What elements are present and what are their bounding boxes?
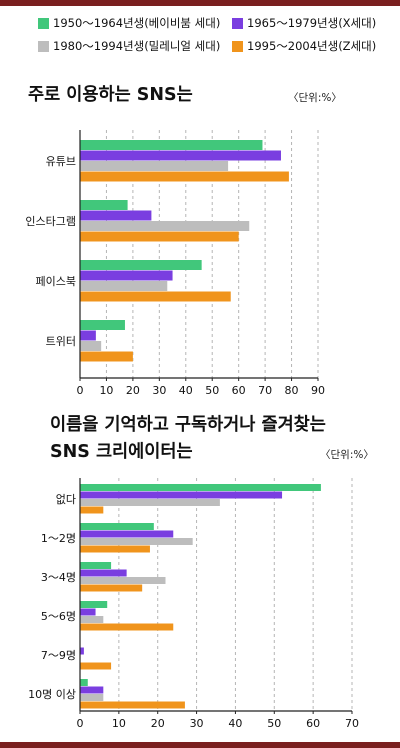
bottom-rule bbox=[0, 742, 400, 748]
legend-swatch-genz bbox=[232, 40, 243, 52]
chart2-bar-5-0 bbox=[80, 679, 88, 686]
chart2-bar-0-0 bbox=[80, 484, 321, 491]
top-rule bbox=[0, 0, 400, 6]
chart1-unit: 〈단위:%〉 bbox=[288, 92, 342, 104]
chart1-tick-label-90: 90 bbox=[311, 384, 325, 397]
legend-label-boomer: 1950～1964년생(베이비붐 세대) bbox=[53, 16, 221, 30]
legend-item-genx: 1965～1979년생(X세대) bbox=[232, 15, 376, 31]
chart1-tick-label-60: 60 bbox=[232, 384, 246, 397]
legend-swatch-millennial bbox=[38, 40, 49, 52]
chart2-unit: 〈단위:%〉 bbox=[320, 449, 374, 461]
chart1-category-label-1: 인스타그램 bbox=[25, 215, 76, 228]
chart2-bar-5-3 bbox=[80, 701, 185, 709]
chart2-category-label-3: 5～6명 bbox=[41, 610, 76, 623]
chart2-bar-3-3 bbox=[80, 623, 174, 631]
chart2-bar-1-2 bbox=[80, 538, 193, 545]
legend-swatch-boomer bbox=[38, 17, 49, 29]
chart1-bar-1-2 bbox=[80, 221, 250, 231]
chart2-tick-label-40: 40 bbox=[228, 717, 242, 730]
chart2-bar-1-1 bbox=[80, 530, 174, 538]
chart1-bar-3-0 bbox=[80, 320, 125, 330]
chart2-category-label-0: 없다 bbox=[56, 493, 76, 506]
chart1-bar-0-0 bbox=[80, 140, 263, 150]
chart1-bar-2-0 bbox=[80, 260, 202, 270]
chart1-tick-label-30: 30 bbox=[152, 384, 166, 397]
chart2-category-label-4: 7～9명 bbox=[41, 649, 76, 662]
legend-label-genx: 1965～1979년생(X세대) bbox=[247, 16, 377, 30]
chart2-bar-3-1 bbox=[80, 608, 96, 616]
chart1-category-label-0: 유튜브 bbox=[46, 155, 76, 168]
chart1-category-label-2: 페이스북 bbox=[36, 275, 76, 288]
chart1-bar-3-3 bbox=[80, 351, 133, 362]
chart1-bar-1-3 bbox=[80, 231, 239, 242]
chart2-category-label-2: 3～4명 bbox=[41, 571, 76, 584]
chart1-bar-1-0 bbox=[80, 200, 128, 210]
chart2-tick-label-50: 50 bbox=[267, 717, 281, 730]
chart2-tick-label-10: 10 bbox=[112, 717, 126, 730]
chart1-category-label-3: 트위터 bbox=[46, 335, 76, 348]
chart1-bar-0-3 bbox=[80, 171, 289, 182]
chart2-title-line1: 이름을 기억하고 구독하거나 즐겨찾는 bbox=[50, 415, 326, 435]
legend: 1950～1964년생(베이비붐 세대) 1965～1979년생(X세대) 19… bbox=[0, 0, 400, 64]
chart2-bar-5-2 bbox=[80, 694, 104, 701]
chart2-tick-label-20: 20 bbox=[151, 717, 165, 730]
chart2-tick-label-0: 0 bbox=[77, 717, 84, 730]
chart1-bar-0-1 bbox=[80, 150, 281, 161]
chart2-bar-4-1 bbox=[80, 647, 84, 655]
legend-swatch-genx bbox=[232, 17, 243, 29]
chart2-bar-5-1 bbox=[80, 686, 104, 694]
chart1-bar-2-2 bbox=[80, 281, 168, 291]
chart2-bar-2-0 bbox=[80, 562, 112, 569]
legend-item-boomer: 1950～1964년생(베이비붐 세대) bbox=[38, 15, 220, 31]
chart2-creators-followed: 없다 1～2명 3～4명 5～6명 7～9명 10명 이상 0 10 20 30 40 50 60 70 bbox=[28, 478, 359, 730]
chart1-tick-label-0: 0 bbox=[77, 384, 84, 397]
chart1-tick-label-50: 50 bbox=[205, 384, 219, 397]
chart1-tick-label-80: 80 bbox=[285, 384, 299, 397]
legend-item-genz: 1995～2004년생(Z세대) bbox=[232, 38, 376, 54]
chart1-bar-2-1 bbox=[80, 270, 173, 281]
legend-label-millennial: 1980～1994년생(밀레니얼 세대) bbox=[53, 39, 221, 53]
chart2-bar-0-1 bbox=[80, 491, 283, 499]
chart2-category-label-1: 1～2명 bbox=[41, 532, 76, 545]
chart2-bar-1-0 bbox=[80, 523, 154, 530]
chart1-title: 주로 이용하는 SNS는 bbox=[28, 85, 193, 105]
chart1-tick-label-10: 10 bbox=[99, 384, 113, 397]
chart2-tick-label-70: 70 bbox=[345, 717, 359, 730]
chart1-bar-0-2 bbox=[80, 161, 229, 171]
chart1-tick-label-40: 40 bbox=[179, 384, 193, 397]
chart2-bar-2-3 bbox=[80, 584, 143, 592]
chart2-bar-2-1 bbox=[80, 569, 127, 577]
chart2-bar-2-2 bbox=[80, 577, 166, 584]
chart1-bar-3-1 bbox=[80, 330, 96, 341]
chart1-tick-label-70: 70 bbox=[258, 384, 272, 397]
chart2-tick-label-60: 60 bbox=[306, 717, 320, 730]
chart2-bar-3-2 bbox=[80, 616, 104, 623]
chart1-bar-3-2 bbox=[80, 341, 102, 351]
chart2-bar-3-0 bbox=[80, 601, 108, 608]
chart2-category-label-5: 10명 이상 bbox=[28, 688, 76, 701]
legend-label-genz: 1995～2004년생(Z세대) bbox=[247, 39, 377, 53]
chart2-tick-label-30: 30 bbox=[190, 717, 204, 730]
legend-item-millennial: 1980～1994년생(밀레니얼 세대) bbox=[38, 38, 220, 54]
chart2-bar-0-2 bbox=[80, 499, 220, 506]
chart2-bar-0-3 bbox=[80, 506, 104, 514]
chart1-tick-label-20: 20 bbox=[126, 384, 140, 397]
chart2-bar-1-3 bbox=[80, 545, 150, 553]
chart2-title-line2: SNS 크리에이터는 bbox=[50, 442, 193, 462]
chart2-bar-4-3 bbox=[80, 662, 112, 670]
chart1-bar-1-1 bbox=[80, 210, 152, 221]
chart1-bar-2-3 bbox=[80, 291, 231, 302]
